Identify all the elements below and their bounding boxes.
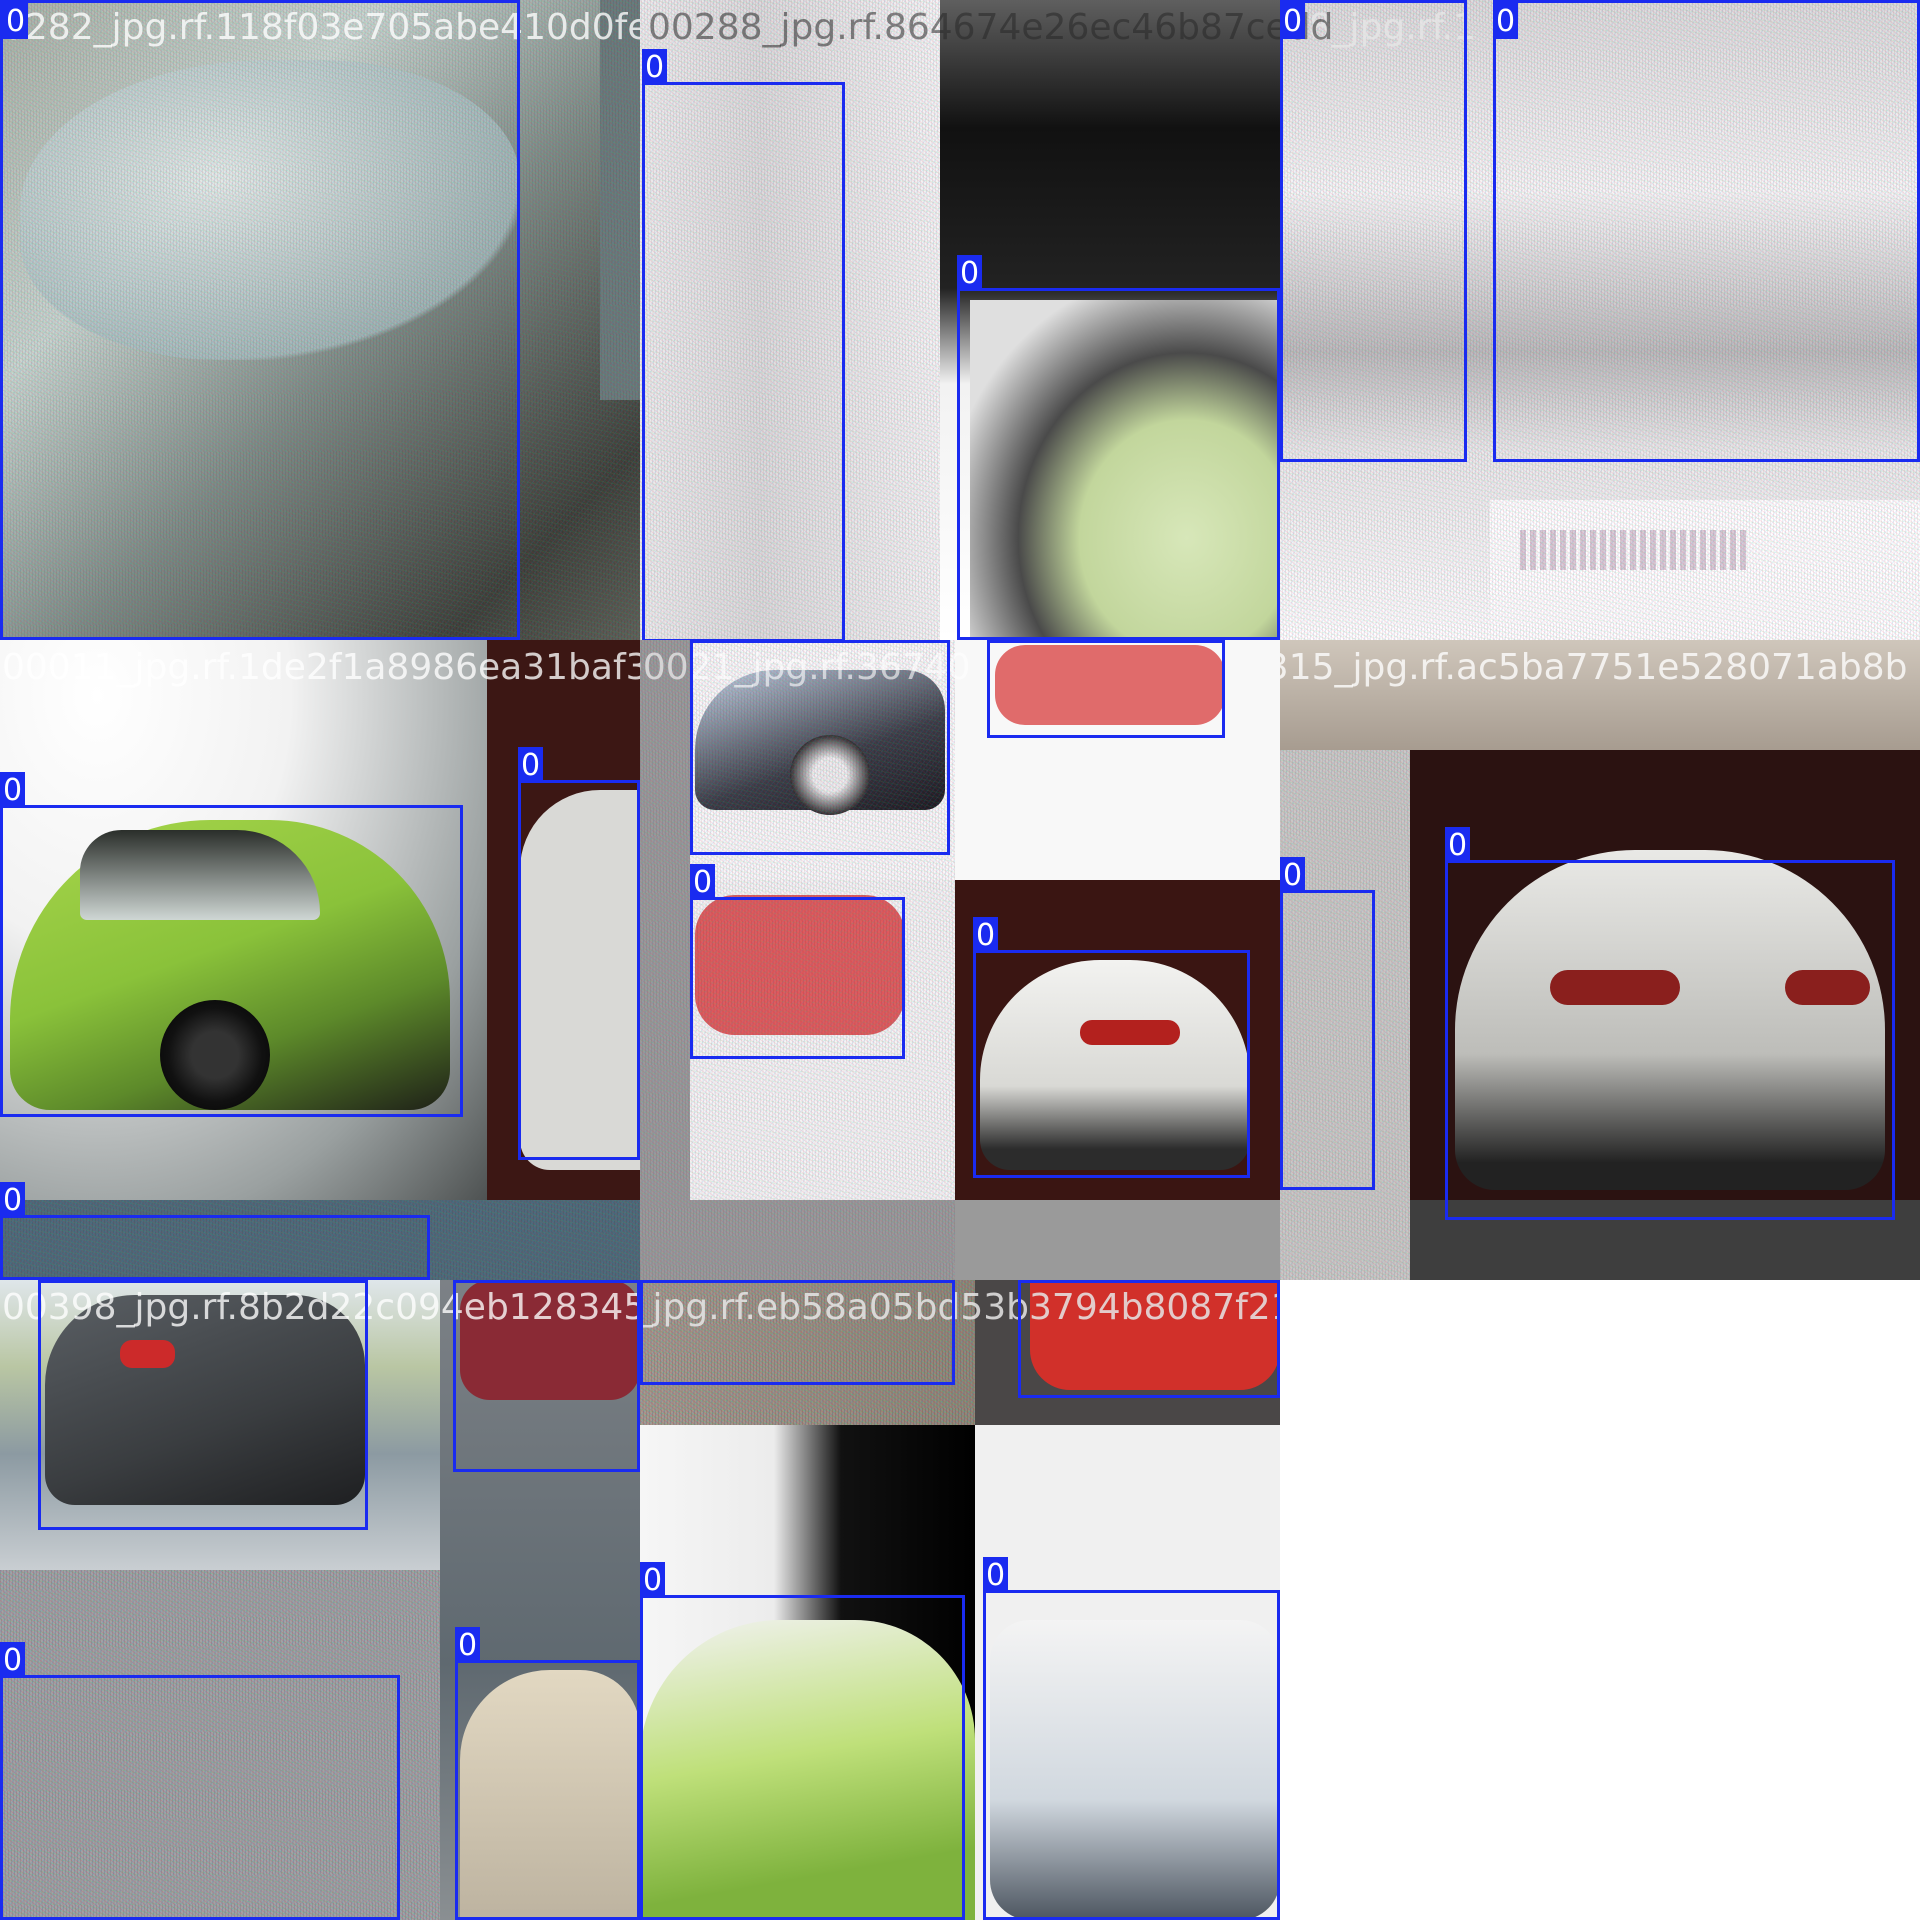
bbox: 0	[0, 0, 520, 640]
bbox-class-label: 0	[0, 772, 26, 808]
bbox-class-label: 0	[690, 640, 716, 643]
bbox: 0	[0, 1182, 430, 1280]
bbox: 0	[453, 1280, 640, 1472]
bbox-class-label: 0	[453, 1280, 479, 1283]
bbox: 0	[987, 640, 1225, 738]
bbox-class-label: 0	[38, 1280, 64, 1283]
tile-r1-c1: 0 0282_jpg.rf.118f03e705abe410d0fef	[0, 0, 640, 640]
bbox-class-label: 0	[1280, 3, 1306, 39]
bbox: 0	[1493, 0, 1920, 462]
image-filename-label: 00315_jpg.rf.ac5ba7751e528071ab8b	[1280, 647, 1908, 688]
image-filename-label: 0282_jpg.rf.118f03e705abe410d0fef	[2, 7, 640, 48]
bbox-class-label: 0	[3, 3, 29, 39]
image-filename-label: 00021_jpg.rf.36740	[640, 647, 971, 688]
tile-r2-c2: 0 0 0 0 00021_jpg.rf.36740	[640, 640, 1280, 1280]
bbox: 0	[642, 49, 845, 640]
tile-r2-c3: 0 0 00315_jpg.rf.ac5ba7751e528071ab8b	[1280, 640, 1920, 1280]
bbox-class-label: 0	[642, 49, 668, 85]
bbox: 0	[690, 864, 905, 1059]
image-filename-label: 00486_jpg.rf.eb58a05bd53b3794b8087f2199a	[640, 1287, 1280, 1328]
tile-r2-c1: 0 0 0 00011_jpg.rf.1de2f1a8986ea31baf3d8	[0, 640, 640, 1280]
bbox: 0	[518, 747, 640, 1160]
bbox: 0	[1280, 857, 1375, 1190]
bbox-class-label: 0	[1445, 827, 1471, 863]
bbox-class-label: 0	[640, 1562, 666, 1598]
bbox-class-label: 0	[518, 747, 544, 783]
tile-r1-c2: 0 0	[640, 0, 1280, 640]
bbox-class-label: 0	[1280, 857, 1306, 893]
bbox: 0	[0, 1642, 400, 1920]
bbox-class-label: 0	[690, 864, 716, 900]
image-filename-label: 0168_jpg.rf.1	[1280, 7, 1476, 48]
bbox-class-label: 0	[983, 1557, 1009, 1593]
bbox: 0	[640, 1280, 955, 1385]
bbox: 0	[983, 1557, 1280, 1920]
bbox: 0	[1280, 0, 1467, 462]
bbox-class-label: 0	[640, 1280, 666, 1283]
tile-r1-c3: 0 0 0168_jpg.rf.1	[1280, 0, 1920, 640]
bbox-class-label: 0	[957, 255, 983, 291]
bbox: 0	[0, 772, 463, 1117]
image-filename-label: 00011_jpg.rf.1de2f1a8986ea31baf3d8	[2, 647, 640, 688]
bbox: 0	[973, 917, 1250, 1178]
bbox-class-label: 0	[1018, 1280, 1044, 1283]
bbox: 0	[1445, 827, 1895, 1220]
image-filename-label: 00398_jpg.rf.8b2d22c094eb1283458e	[2, 1287, 640, 1328]
bbox-class-label: 0	[973, 917, 999, 953]
bbox: 0	[957, 255, 1280, 640]
bbox: 0	[1018, 1280, 1280, 1398]
tile-r3-c1: 0 0 0 0 00398_jpg.rf.8b2d22c094eb1283458…	[0, 1280, 640, 1920]
bbox-class-label: 0	[455, 1627, 481, 1663]
bbox: 0	[690, 640, 950, 855]
bbox-class-label: 0	[0, 1642, 26, 1678]
bbox: 0	[455, 1627, 640, 1920]
bbox-class-label: 0	[0, 1182, 26, 1218]
image-filename-label: 00288_jpg.rf.864674e26ec46b87cedd	[648, 7, 1334, 48]
bbox: 0	[640, 1562, 965, 1920]
tile-r3-c2: 0 0 0 0 00486_jpg.rf.eb58a05bd53b3794b80…	[640, 1280, 1280, 1920]
bbox: 0	[38, 1280, 368, 1530]
bbox-class-label: 0	[1493, 3, 1519, 39]
bbox-class-label: 0	[987, 640, 1013, 643]
